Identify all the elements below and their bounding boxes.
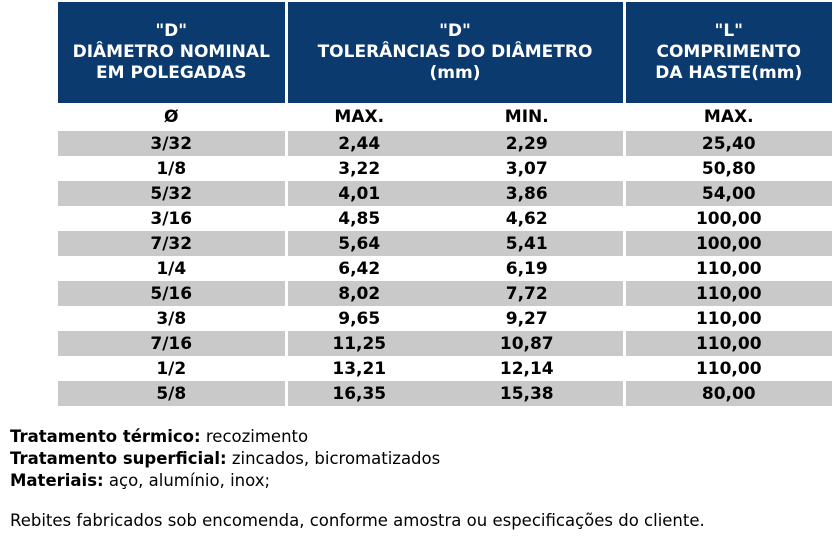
table-row: 5/16 8,02 7,72 110,00 [58, 281, 832, 306]
subheader-length-max: MAX. [703, 107, 754, 127]
note-value: recozimento [200, 427, 309, 446]
header-line: DIÂMETRO NOMINAL [72, 42, 270, 62]
cell-tolerance-min: 2,29 [431, 131, 626, 156]
cell-tolerance-max: 9,65 [338, 308, 381, 329]
cell-tolerance-min: 3,86 [431, 181, 626, 206]
cell-tolerance-min: 6,19 [431, 256, 626, 281]
header-nominal-diameter: "D" DIÂMETRO NOMINAL EM POLEGADAS [58, 2, 288, 103]
note-line-materials: Materiais: aço, alumínio, inox; [10, 470, 440, 492]
header-line: TOLERÂNCIAS DO DIÂMETRO [317, 42, 593, 62]
cell-tolerance-max: 16,35 [286, 381, 431, 406]
cell-tolerance-min: 7,72 [431, 281, 626, 306]
cell-nominal-diameter: 5/16 [58, 281, 288, 306]
cell-length-max: 50,80 [701, 158, 756, 179]
note-label: Tratamento térmico: [10, 427, 201, 446]
footer-note: Rebites fabricados sob encomenda, confor… [10, 511, 705, 530]
note-value: zincados, bicromatizados [226, 449, 441, 468]
table-row: 7/16 11,25 10,87 110,00 [58, 331, 832, 356]
cell-nominal-diameter: 3/32 [58, 131, 288, 156]
subheader-tolerance-max: MAX. [334, 107, 385, 127]
cell-tolerance-min: 12,14 [431, 356, 626, 381]
cell-tolerance-max: 11,25 [286, 331, 431, 356]
cell-tolerance-min: 4,62 [431, 206, 626, 231]
table-row: 3/32 2,44 2,29 25,40 [58, 131, 832, 156]
cell-length-max: 25,40 [624, 131, 832, 156]
header-shank-length: "L" COMPRIMENTO DA HASTE(mm) [624, 2, 832, 103]
cell-length-max: 110,00 [695, 258, 762, 279]
treatment-notes: Tratamento térmico: recozimento Tratamen… [10, 426, 440, 492]
cell-length-max: 100,00 [695, 208, 762, 229]
cell-tolerance-max: 13,21 [332, 358, 387, 379]
table-row: 7/32 5,64 5,41 100,00 [58, 231, 832, 256]
cell-tolerance-min: 10,87 [431, 331, 626, 356]
header-line: "L" [714, 21, 744, 41]
note-line-surface-treatment: Tratamento superficial: zincados, bicrom… [10, 448, 440, 470]
note-line-heat-treatment: Tratamento térmico: recozimento [10, 426, 440, 448]
cell-length-max: 80,00 [624, 381, 832, 406]
cell-length-max: 110,00 [624, 331, 832, 356]
cell-tolerance-max: 6,42 [338, 258, 381, 279]
cell-tolerance-max: 4,85 [338, 208, 381, 229]
spec-table: "D" DIÂMETRO NOMINAL EM POLEGADAS "D" TO… [58, 2, 832, 406]
header-line: "D" [155, 21, 188, 41]
cell-nominal-diameter: 7/16 [58, 331, 288, 356]
subheader-diameter-symbol: Ø [58, 103, 288, 131]
cell-nominal-diameter: 3/8 [58, 306, 288, 331]
cell-tolerance-max: 5,64 [286, 231, 431, 256]
table-row: 5/8 16,35 15,38 80,00 [58, 381, 832, 406]
table-row: 5/32 4,01 3,86 54,00 [58, 181, 832, 206]
header-diameter-tolerances: "D" TOLERÂNCIAS DO DIÂMETRO (mm) [286, 2, 626, 103]
table-row: 3/16 4,85 4,62 100,00 [58, 206, 832, 231]
table-row: 1/2 13,21 12,14 110,00 [58, 356, 832, 381]
cell-nominal-diameter: 5/32 [58, 181, 288, 206]
cell-nominal-diameter: 1/8 [58, 156, 288, 181]
cell-length-max: 110,00 [695, 308, 762, 329]
cell-tolerance-min: 3,07 [431, 156, 626, 181]
cell-tolerance-max: 8,02 [286, 281, 431, 306]
note-value: aço, alumínio, inox; [103, 471, 271, 490]
cell-tolerance-max: 2,44 [286, 131, 431, 156]
table-row: 3/8 9,65 9,27 110,00 [58, 306, 832, 331]
note-label: Tratamento superficial: [10, 449, 227, 468]
cell-tolerance-min: 9,27 [431, 306, 626, 331]
header-line: (mm) [429, 63, 481, 83]
cell-tolerance-min: 5,41 [431, 231, 626, 256]
table-row: 1/8 3,22 3,07 50,80 [58, 156, 832, 181]
table-header-row: "D" DIÂMETRO NOMINAL EM POLEGADAS "D" TO… [58, 2, 832, 103]
cell-length-max: 54,00 [624, 181, 832, 206]
table-subheader-row: Ø MAX. MIN. MAX. [58, 103, 832, 131]
cell-nominal-diameter: 1/2 [58, 356, 288, 381]
header-line: "D" [439, 21, 471, 41]
header-line: EM POLEGADAS [96, 63, 247, 83]
cell-length-max: 100,00 [624, 231, 832, 256]
header-line: COMPRIMENTO [656, 42, 802, 62]
cell-tolerance-min: 15,38 [431, 381, 626, 406]
cell-nominal-diameter: 7/32 [58, 231, 288, 256]
cell-nominal-diameter: 5/8 [58, 381, 288, 406]
subheader-tolerance-min: MIN. [431, 103, 626, 131]
header-line: DA HASTE(mm) [655, 63, 803, 83]
cell-length-max: 110,00 [695, 358, 762, 379]
cell-tolerance-max: 3,22 [338, 158, 381, 179]
note-label: Materiais: [10, 471, 104, 490]
cell-nominal-diameter: 1/4 [58, 256, 288, 281]
cell-length-max: 110,00 [624, 281, 832, 306]
cell-nominal-diameter: 3/16 [58, 206, 288, 231]
table-row: 1/4 6,42 6,19 110,00 [58, 256, 832, 281]
cell-tolerance-max: 4,01 [286, 181, 431, 206]
